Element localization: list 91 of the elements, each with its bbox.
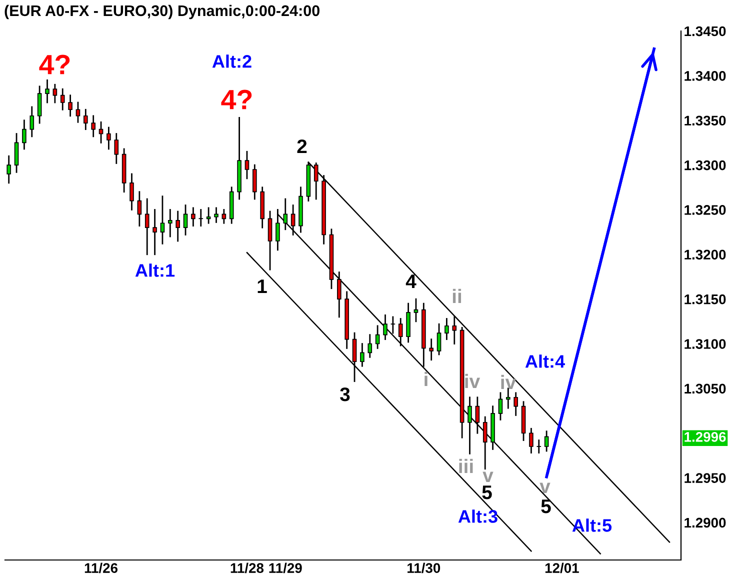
x-tick-label: 12/01 (545, 562, 579, 574)
candlestick (183, 204, 188, 236)
candlestick (68, 94, 72, 117)
y-tick-label: 1.2996 (684, 432, 726, 442)
candlestick (436, 323, 442, 356)
annotation: Alt:5 (572, 518, 612, 532)
y-tick-label: 1.3450 (684, 26, 726, 36)
candlestick (198, 209, 204, 226)
annotation: iv (501, 374, 516, 390)
candlestick (214, 207, 218, 223)
annotation: 5 (482, 486, 492, 500)
candlestick (352, 332, 357, 382)
annotation: 4? (221, 90, 252, 110)
candlestick (76, 102, 80, 123)
x-tick-label: 11/26 (84, 562, 118, 574)
candlestick (337, 272, 342, 318)
y-tick-label: 1.3100 (684, 339, 726, 349)
candlestick (536, 440, 542, 454)
annotation: Alt:2 (212, 54, 252, 68)
candlestick (22, 120, 26, 150)
y-tick-label: 1.2900 (684, 518, 726, 528)
y-tick-label: 1.3250 (684, 205, 726, 215)
y-tick-label: 1.3200 (684, 250, 726, 260)
candlestick (252, 164, 257, 200)
annotation: Alt:3 (458, 510, 498, 523)
x-tick-label: 11/29 (269, 562, 302, 574)
candlestick (168, 209, 172, 238)
candlestick (106, 126, 111, 150)
annotation: 4 (406, 274, 416, 288)
candlestick (244, 150, 250, 180)
candlestick (114, 133, 119, 164)
candlestick (482, 416, 488, 470)
candlestick (383, 314, 388, 340)
annotation: v (540, 482, 550, 494)
candlestick (368, 334, 372, 358)
annotation: 1 (258, 280, 267, 294)
annotation: v (482, 472, 494, 482)
candlestick (91, 115, 96, 138)
candlestick (414, 298, 418, 322)
y-tick-label: 1.3150 (684, 294, 726, 304)
candlestick (398, 318, 403, 346)
candlestick (137, 191, 142, 226)
candlestick (375, 325, 380, 349)
annotation: 2 (297, 139, 307, 154)
x-tick-label: 11/30 (408, 562, 440, 574)
annotation: ii (452, 288, 462, 304)
y-tick-label: 1.3350 (684, 116, 726, 126)
candlestick (498, 392, 503, 420)
candlestick (191, 207, 196, 226)
candlestick (14, 133, 19, 173)
y-tick-label: 1.3050 (684, 384, 726, 394)
candlestick (360, 343, 364, 367)
y-tick-label: 1.3400 (684, 71, 726, 81)
candlestick (98, 121, 104, 144)
candlestick (444, 318, 449, 340)
candlestick (30, 106, 34, 138)
annotation: 4? (39, 54, 70, 74)
y-tick-label: 1.3300 (684, 160, 726, 170)
y-tick-label: 1.2950 (684, 473, 726, 483)
annotation: 3 (340, 387, 350, 402)
candlestick (130, 173, 134, 210)
candlestick (475, 396, 480, 434)
candlestick (544, 430, 549, 452)
chart-title: (EUR A0-FX - EURO,30) Dynamic,0:00-24:00 (4, 4, 320, 20)
candlestick (468, 396, 472, 454)
candlestick (6, 155, 11, 184)
annotation: Alt:4 (525, 354, 565, 368)
candlestick (268, 210, 272, 270)
candlestick (144, 198, 150, 256)
candlestick (452, 316, 457, 344)
candlestick (222, 209, 226, 224)
candlestick (84, 108, 88, 130)
candlestick (529, 428, 534, 454)
candlestick (60, 88, 65, 110)
candlestick (37, 86, 42, 124)
annotation: iii (459, 458, 473, 474)
candlestick (514, 392, 518, 416)
candlestick (206, 207, 211, 224)
candlestick (390, 316, 396, 334)
candlestick (506, 388, 510, 409)
annotation: i (424, 372, 428, 386)
candlestick (45, 79, 50, 104)
candlestick (152, 209, 157, 256)
candlestick (160, 196, 165, 244)
annotation: Alt:1 (135, 264, 175, 277)
candlestick (52, 84, 58, 104)
annotation: 5 (541, 500, 551, 514)
annotation: iv (465, 374, 480, 388)
candlestick (429, 338, 434, 361)
candlestick (176, 210, 180, 242)
x-tick-label: 11/28 (230, 562, 264, 574)
